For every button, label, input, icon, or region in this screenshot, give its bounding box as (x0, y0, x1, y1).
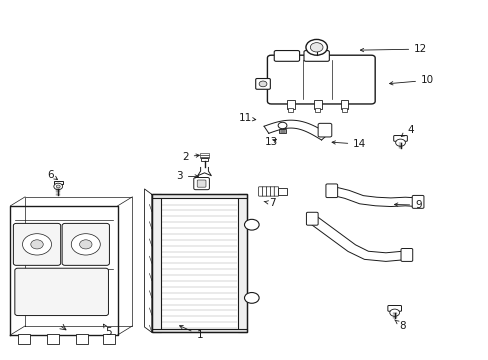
Circle shape (389, 309, 399, 316)
Text: 3: 3 (176, 171, 198, 181)
Bar (315, 108, 320, 112)
FancyBboxPatch shape (393, 135, 407, 141)
Bar (238, 194, 246, 332)
FancyBboxPatch shape (197, 180, 205, 187)
Bar (277, 188, 287, 195)
Bar (152, 194, 246, 198)
Circle shape (80, 240, 92, 249)
Text: 9: 9 (394, 200, 421, 210)
Text: 4: 4 (401, 125, 413, 136)
FancyBboxPatch shape (318, 123, 331, 137)
Text: 10: 10 (389, 75, 433, 85)
Circle shape (310, 42, 323, 52)
FancyBboxPatch shape (267, 55, 374, 104)
Bar (288, 108, 293, 112)
FancyBboxPatch shape (400, 248, 412, 261)
FancyBboxPatch shape (255, 78, 270, 89)
FancyBboxPatch shape (258, 187, 263, 196)
Bar (313, 100, 321, 109)
FancyBboxPatch shape (387, 306, 401, 311)
Circle shape (71, 234, 100, 255)
Circle shape (395, 139, 405, 146)
FancyBboxPatch shape (411, 195, 423, 208)
Circle shape (22, 234, 51, 255)
Text: 1: 1 (179, 325, 203, 340)
Circle shape (305, 40, 327, 55)
Bar (47, 334, 59, 344)
FancyBboxPatch shape (274, 50, 299, 61)
Text: 11: 11 (238, 113, 255, 123)
Bar (103, 334, 115, 344)
Text: 14: 14 (331, 139, 366, 149)
Text: 8: 8 (394, 320, 406, 331)
Circle shape (278, 122, 286, 129)
Bar (341, 108, 346, 112)
Bar (286, 100, 294, 109)
Bar (152, 194, 246, 332)
Circle shape (244, 219, 259, 230)
Bar (152, 194, 160, 332)
FancyBboxPatch shape (62, 224, 109, 265)
FancyBboxPatch shape (274, 187, 278, 196)
Bar (201, 158, 207, 161)
Bar (18, 334, 30, 344)
FancyBboxPatch shape (15, 268, 108, 316)
Circle shape (259, 81, 266, 87)
Bar (200, 157, 208, 158)
FancyBboxPatch shape (306, 212, 318, 225)
Text: 6: 6 (47, 170, 58, 180)
Bar (200, 153, 208, 155)
Bar (200, 155, 208, 157)
Bar (54, 181, 62, 184)
Text: 13: 13 (264, 137, 278, 147)
Circle shape (244, 293, 259, 303)
FancyBboxPatch shape (270, 187, 274, 196)
Circle shape (54, 183, 62, 190)
Text: 5: 5 (103, 324, 112, 337)
Text: 12: 12 (360, 44, 427, 54)
Bar (279, 129, 285, 133)
Bar (76, 334, 88, 344)
FancyBboxPatch shape (262, 187, 266, 196)
Circle shape (56, 185, 60, 188)
FancyBboxPatch shape (193, 177, 209, 190)
FancyBboxPatch shape (304, 50, 329, 61)
FancyBboxPatch shape (266, 187, 270, 196)
Bar (340, 100, 347, 109)
Text: 7: 7 (264, 198, 276, 208)
Bar (152, 329, 246, 332)
FancyBboxPatch shape (325, 184, 337, 198)
FancyBboxPatch shape (13, 224, 61, 265)
Circle shape (31, 240, 43, 249)
Text: 2: 2 (182, 152, 199, 162)
